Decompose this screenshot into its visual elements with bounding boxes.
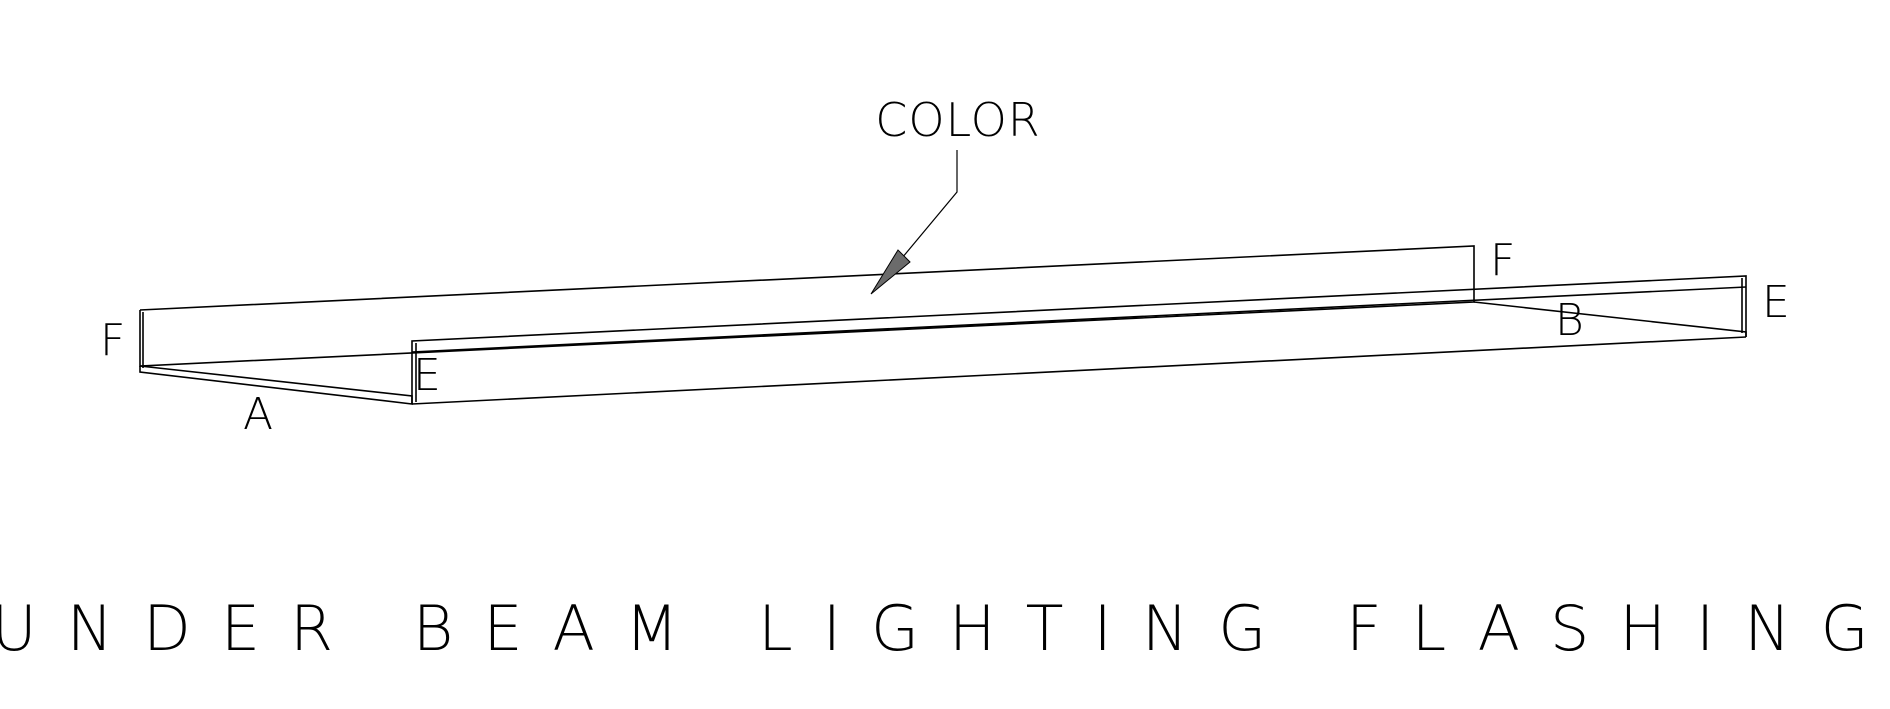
- callout-leader-line: [896, 150, 958, 265]
- dim-label-e-left: E: [413, 350, 441, 401]
- front-lip: [411, 275, 1747, 404]
- pan-front-edge: [411, 336, 1747, 405]
- drawing-title: UNDER BEAM LIGHTING FLASHING: [0, 592, 1890, 665]
- dim-label-f-right: F: [1490, 235, 1515, 286]
- dimension-labels: F A E F B E: [100, 235, 1790, 440]
- flashing-geometry: [139, 245, 1747, 405]
- callout-arrow-icon: [870, 249, 911, 295]
- dim-label-f-left: F: [100, 315, 125, 366]
- front-lip-top-inner: [411, 286, 1747, 353]
- callout-label: COLOR: [875, 93, 1040, 147]
- color-callout: COLOR: [870, 93, 1040, 295]
- dim-label-e-right: E: [1762, 277, 1790, 328]
- back-flange: [139, 245, 1475, 367]
- pan-left-end: [139, 365, 413, 405]
- dim-label-b: B: [1555, 295, 1584, 346]
- pan-right-end: [1473, 301, 1747, 337]
- dim-label-a: A: [243, 389, 273, 440]
